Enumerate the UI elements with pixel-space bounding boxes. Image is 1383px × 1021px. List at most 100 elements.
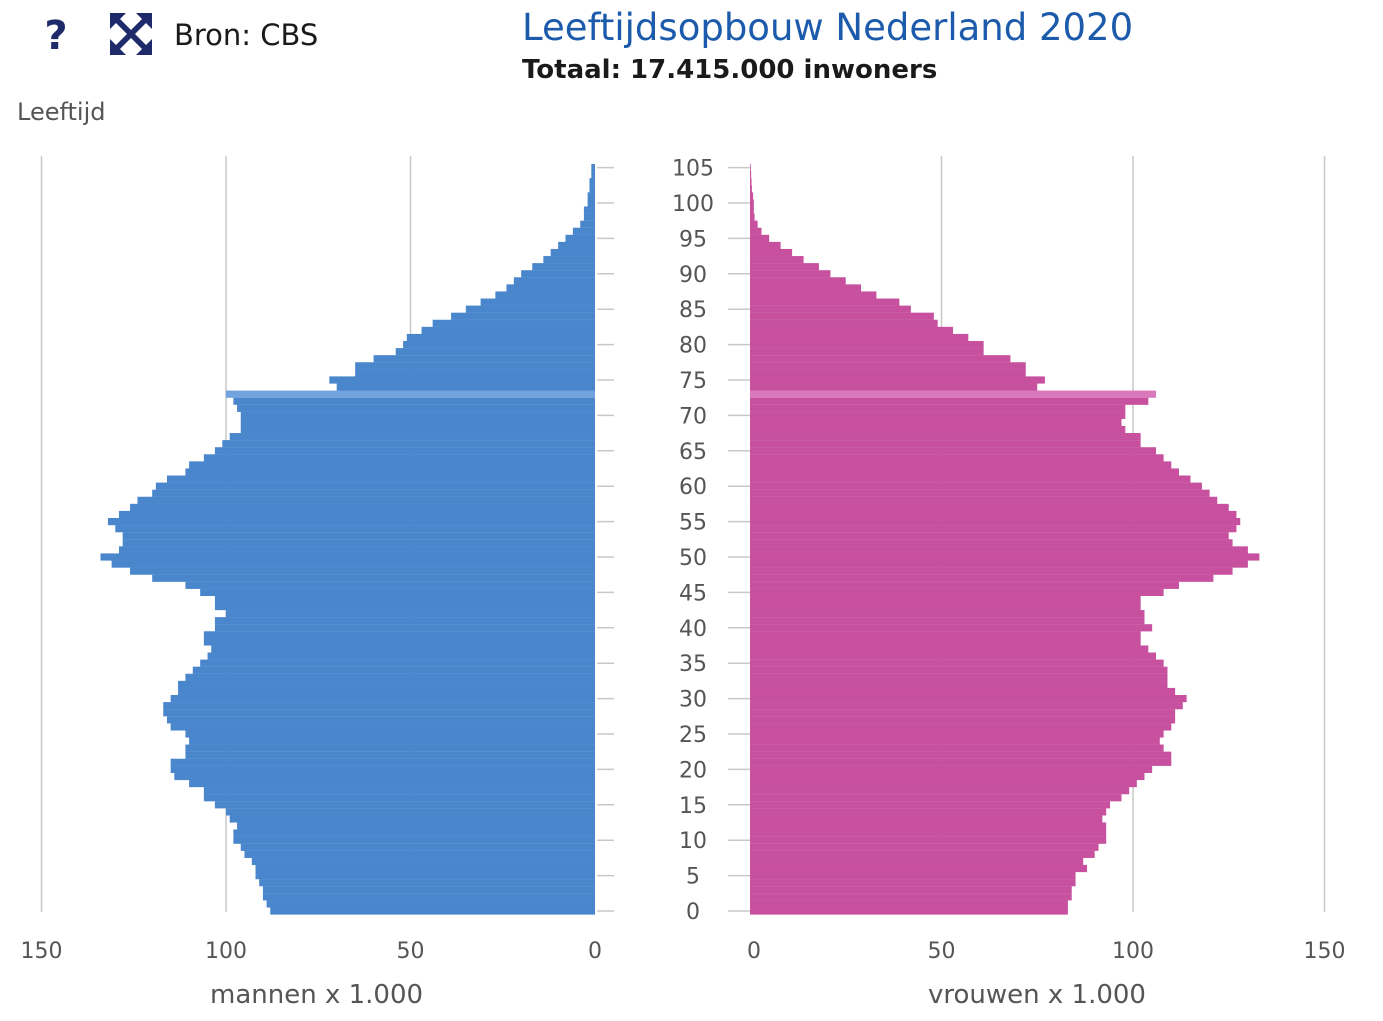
x-tick-label-men-50: 50 [397, 939, 425, 964]
bar-men-age-56 [118, 510, 596, 519]
bar-women-age-74 [750, 383, 1038, 391]
bar-women-age-89 [750, 277, 846, 285]
bar-women-age-27 [750, 716, 1176, 724]
age-tick-label-15: 15 [679, 794, 707, 819]
bar-men-age-36 [207, 652, 596, 660]
bar-women-age-84 [750, 312, 934, 320]
bar-women-age-0 [750, 907, 1068, 915]
bar-women-age-39 [750, 631, 1141, 639]
bar-men-age-95 [565, 234, 595, 242]
bar-women-age-3 [750, 886, 1072, 894]
bar-men-age-90 [521, 270, 595, 278]
bar-men-age-52 [122, 539, 596, 547]
bar-men-age-104 [591, 171, 595, 179]
bar-men-age-18 [189, 779, 595, 788]
bar-men-age-61 [166, 475, 595, 483]
bar-men-age-97 [580, 220, 595, 228]
bar-men-age-80 [403, 341, 595, 349]
bar-men-age-54 [115, 525, 596, 533]
bar-women-age-40 [750, 624, 1153, 632]
bar-women-age-7 [750, 857, 1084, 866]
bar-women-age-103 [750, 178, 752, 186]
bar-women-age-94 [750, 241, 781, 250]
x-tick-label-women-150: 150 [1304, 939, 1346, 964]
bar-men-age-55 [107, 518, 596, 526]
bar-women-age-86 [750, 298, 900, 306]
bar-women-age-6 [750, 864, 1088, 873]
bar-women-age-100 [750, 199, 754, 207]
bar-men-age-99 [583, 206, 595, 214]
age-tick-label-105: 105 [672, 157, 714, 182]
bar-women-age-45 [750, 588, 1164, 596]
bar-men-age-41 [214, 617, 595, 625]
bar-women-age-5 [750, 872, 1076, 880]
bar-men-age-12 [237, 822, 595, 830]
expand-arrows-icon[interactable] [108, 11, 154, 57]
bar-women-age-79 [750, 348, 984, 356]
bar-women-age-49 [750, 560, 1248, 568]
age-tick-label-85: 85 [679, 298, 707, 323]
bar-men-age-74 [336, 383, 595, 391]
bar-women-age-91 [750, 263, 819, 271]
bars [100, 164, 1260, 915]
bar-women-age-62 [750, 468, 1179, 476]
bar-men-age-77 [355, 362, 595, 370]
bar-women-age-25 [750, 730, 1164, 738]
bar-women-age-59 [750, 489, 1210, 497]
bar-men-age-70 [240, 411, 595, 419]
bar-men-age-78 [373, 355, 595, 363]
bar-women-age-104 [750, 171, 752, 179]
age-tick-label-95: 95 [679, 227, 707, 252]
bar-men-age-37 [211, 645, 596, 653]
bar-women-age-12 [750, 822, 1107, 830]
chart-subtitle: Totaal: 17.415.000 inwoners [522, 55, 938, 85]
y-axis-label: Leeftijd [17, 98, 106, 126]
bar-men-age-24 [189, 737, 595, 745]
age-tick-label-80: 80 [679, 334, 707, 359]
bar-men-age-66 [222, 440, 595, 448]
bar-women-age-69 [750, 418, 1122, 427]
bar-men-age-85 [465, 305, 595, 313]
bar-women-age-37 [750, 645, 1149, 653]
bar-women-age-43 [750, 602, 1141, 611]
bar-men-age-17 [203, 787, 596, 795]
bar-men-age-83 [432, 319, 595, 327]
chart-title: Leeftijdsopbouw Nederland 2020 [522, 6, 1134, 49]
bar-men-age-73 [226, 390, 595, 398]
bar-men-age-79 [395, 348, 595, 356]
age-tick-label-30: 30 [679, 688, 707, 713]
bar-men-age-96 [572, 227, 595, 235]
bar-women-age-70 [750, 411, 1126, 419]
bar-women-age-13 [750, 815, 1103, 823]
bar-men-age-91 [532, 263, 595, 271]
bar-men-age-22 [185, 751, 595, 759]
bar-women-age-76 [750, 369, 1026, 377]
bar-women-age-52 [750, 539, 1233, 547]
bar-women-age-34 [750, 666, 1168, 674]
bar-women-age-105 [750, 164, 751, 172]
bar-men-age-16 [203, 794, 596, 802]
bar-women-age-63 [750, 461, 1172, 469]
bar-men-age-33 [185, 673, 595, 681]
bar-men-age-65 [214, 447, 595, 455]
bar-women-age-14 [750, 808, 1107, 816]
bar-women-age-50 [750, 553, 1260, 561]
bar-women-age-17 [750, 787, 1130, 795]
bar-men-age-44 [214, 595, 595, 604]
bar-men-age-82 [421, 326, 595, 335]
bar-women-age-15 [750, 801, 1111, 809]
bar-women-age-85 [750, 305, 911, 313]
bar-women-age-53 [750, 532, 1229, 540]
bar-men-age-19 [174, 772, 595, 781]
bar-women-age-97 [750, 220, 758, 228]
bar-women-age-56 [750, 510, 1237, 519]
bar-men-age-38 [203, 638, 596, 646]
help-icon[interactable]: ? [44, 13, 68, 59]
bar-men-age-49 [111, 560, 596, 568]
bar-women-age-68 [750, 425, 1126, 434]
bar-men-age-0 [270, 907, 595, 915]
bar-men-age-25 [185, 730, 595, 738]
bar-women-age-47 [750, 574, 1214, 582]
bar-men-age-53 [122, 532, 596, 540]
bar-men-age-93 [550, 248, 595, 257]
